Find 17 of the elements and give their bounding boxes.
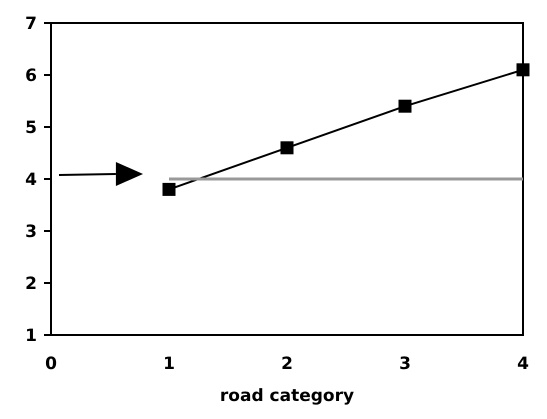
point <box>516 63 530 76</box>
x-tick-label: 3 <box>399 354 411 374</box>
x-tick-label: 4 <box>517 354 530 374</box>
x-axis-title: road category <box>220 386 354 406</box>
y-tick-label: 4 <box>25 170 38 190</box>
x-tick-label: 1 <box>163 354 175 374</box>
x-tick-label: 2 <box>281 354 293 374</box>
x-tick-label: 0 <box>45 354 58 374</box>
y-tick-label: 5 <box>25 118 37 138</box>
y-tick-label: 7 <box>25 14 37 34</box>
y-tick-label: 3 <box>25 222 37 242</box>
point <box>398 100 412 113</box>
y-tick-label: 2 <box>25 274 37 294</box>
point <box>162 182 176 196</box>
y-tick-label: 6 <box>25 66 37 86</box>
point <box>280 141 294 154</box>
y-tick-label: 1 <box>25 326 37 346</box>
